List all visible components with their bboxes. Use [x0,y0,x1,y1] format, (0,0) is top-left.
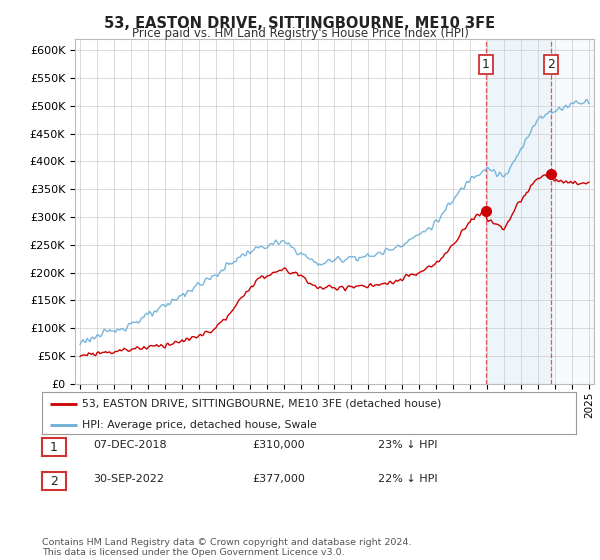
Text: 07-DEC-2018: 07-DEC-2018 [93,440,167,450]
Text: 53, EASTON DRIVE, SITTINGBOURNE, ME10 3FE: 53, EASTON DRIVE, SITTINGBOURNE, ME10 3F… [104,16,496,31]
Text: 22% ↓ HPI: 22% ↓ HPI [378,474,437,484]
Text: 53, EASTON DRIVE, SITTINGBOURNE, ME10 3FE (detached house): 53, EASTON DRIVE, SITTINGBOURNE, ME10 3F… [82,399,442,409]
Text: 1: 1 [50,441,58,454]
Bar [551,39,594,384]
Text: 30-SEP-2022: 30-SEP-2022 [93,474,164,484]
Text: Price paid vs. HM Land Registry's House Price Index (HPI): Price paid vs. HM Land Registry's House … [131,27,469,40]
Text: 2: 2 [547,58,554,71]
Text: £377,000: £377,000 [252,474,305,484]
Text: 1: 1 [482,58,490,71]
Text: 2: 2 [50,474,58,488]
Text: Contains HM Land Registry data © Crown copyright and database right 2024.
This d: Contains HM Land Registry data © Crown c… [42,538,412,557]
Text: £310,000: £310,000 [252,440,305,450]
Text: 23% ↓ HPI: 23% ↓ HPI [378,440,437,450]
Bar [486,39,551,384]
Text: HPI: Average price, detached house, Swale: HPI: Average price, detached house, Swal… [82,420,317,430]
